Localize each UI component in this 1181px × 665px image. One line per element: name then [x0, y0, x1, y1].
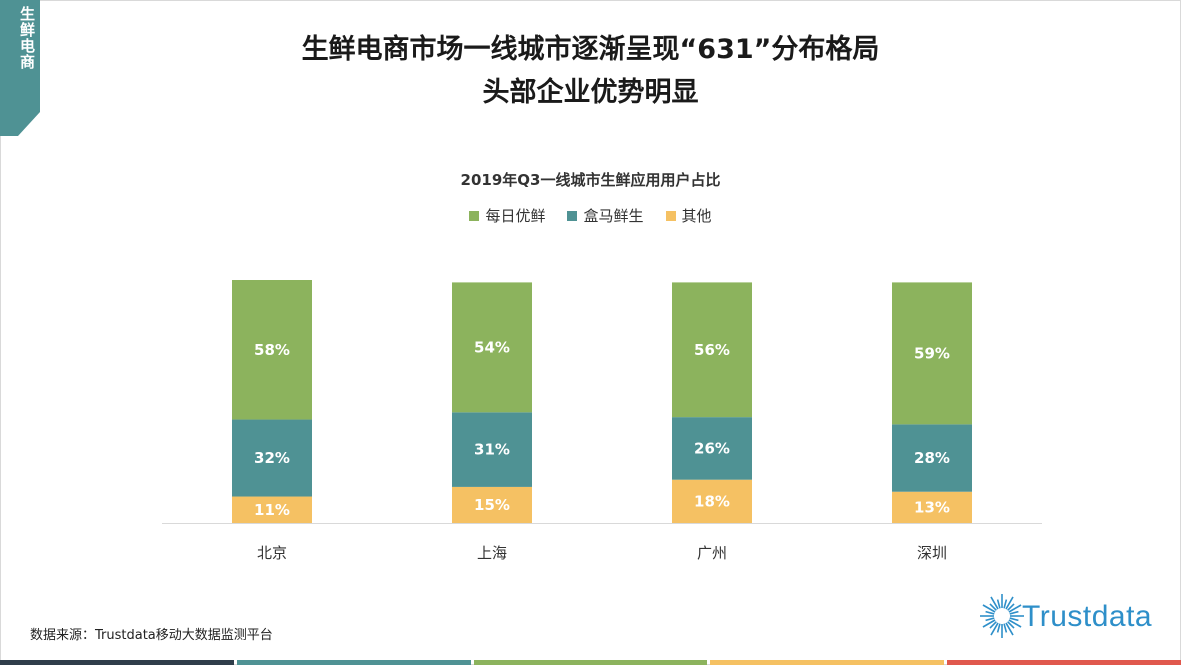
sunburst-ray [1007, 603, 1015, 611]
sunburst-ray [990, 596, 999, 610]
sunburst-ray [996, 599, 1001, 609]
bar-segment [232, 280, 312, 420]
data-label: 56% [694, 341, 730, 359]
bottom-bar-segment [236, 660, 471, 665]
sunburst-ray [990, 622, 999, 636]
data-label: 32% [254, 449, 290, 467]
section-tag: 生鲜电商 [0, 0, 40, 136]
bar-segment [672, 479, 752, 523]
page-title: 生鲜电商市场一线城市逐渐呈现“631”分布格局 [301, 34, 880, 65]
sunburst-ray [996, 623, 1001, 633]
sunburst-ray [1008, 619, 1022, 628]
bottom-bar-segment [0, 660, 234, 665]
legend-label: 每日优鲜 [485, 207, 546, 225]
data-label: 26% [694, 439, 730, 457]
sunburst-ray [989, 621, 997, 629]
bottom-bar-segment [473, 660, 708, 665]
bottom-color-bar [0, 660, 1181, 665]
bottom-bar-segment [947, 660, 1181, 665]
sunburst-ray [982, 604, 996, 613]
bar-segment [672, 417, 752, 480]
bar-segment [892, 424, 972, 492]
bar-segment [232, 419, 312, 497]
x-tick-label: 深圳 [917, 544, 947, 562]
brand-logo: Trustdata [976, 586, 1166, 648]
legend-swatch [567, 210, 578, 221]
data-label: 11% [254, 501, 290, 519]
data-label: 15% [474, 496, 510, 514]
x-tick-label: 广州 [697, 544, 727, 562]
sunburst-icon [980, 594, 1024, 638]
sunburst-ray [982, 619, 996, 628]
legend-item: 其他 [665, 205, 712, 226]
legend-swatch [469, 210, 480, 221]
data-label: 18% [694, 492, 730, 510]
bar-segment [452, 486, 532, 523]
data-label: 59% [914, 344, 950, 362]
data-label: 58% [254, 341, 290, 359]
data-label: 28% [914, 449, 950, 467]
sunburst-ray [1005, 622, 1014, 636]
page-subtitle: 头部企业优势明显 [482, 77, 699, 108]
data-label: 54% [474, 338, 510, 356]
sunburst-ray [1009, 610, 1019, 615]
data-label: 13% [914, 498, 950, 516]
sunburst-ray [985, 617, 995, 622]
sunburst-ray [1007, 621, 1015, 629]
section-tag-label: 生鲜电商 [18, 6, 36, 70]
sunburst-ray [1009, 617, 1019, 622]
legend-label: 其他 [681, 207, 712, 225]
data-label: 31% [474, 441, 510, 459]
legend-swatch [665, 210, 676, 221]
x-tick-label: 北京 [257, 544, 287, 562]
bar-segment [452, 282, 532, 413]
chart-title: 2019年Q3一线城市生鲜应用用户占比 [460, 171, 721, 189]
bottom-bar-segment [710, 660, 945, 665]
x-tick-label: 上海 [477, 544, 507, 562]
sunburst-ray [985, 610, 995, 615]
sunburst-ray [1003, 599, 1008, 609]
legend-label: 盒马鲜生 [583, 207, 644, 225]
bar-segment [892, 491, 972, 523]
legend-item: 每日优鲜 [469, 205, 545, 226]
bar-segment [672, 282, 752, 418]
sunburst-ray [1008, 604, 1022, 613]
brand-name: Trustdata [1022, 600, 1153, 633]
bar-segment [452, 412, 532, 487]
legend-item: 盒马鲜生 [567, 205, 644, 226]
data-source-note: 数据来源：Trustdata移动大数据监测平台 [30, 628, 273, 643]
section-tag-shape [0, 0, 40, 136]
sunburst-ray [1003, 623, 1008, 633]
bar-segment [892, 282, 972, 425]
sunburst-ray [989, 603, 997, 611]
chart-legend: 每日优鲜 盒马鲜生 其他 [0, 205, 1181, 226]
bar-segment [232, 496, 312, 523]
sunburst-ray [1005, 596, 1014, 610]
